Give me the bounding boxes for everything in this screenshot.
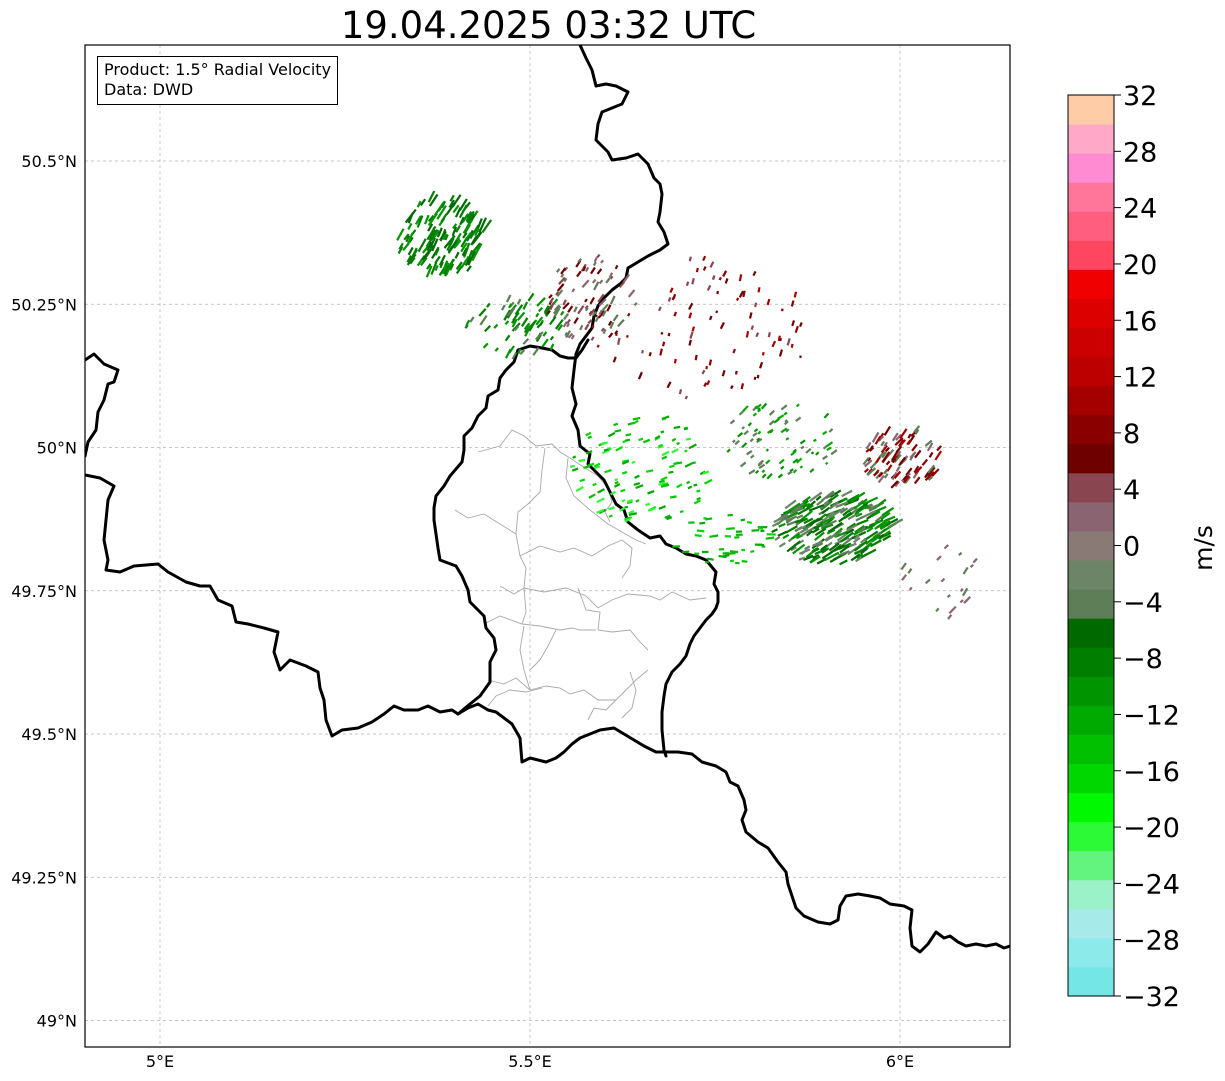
lon-tick-label: 5°E bbox=[146, 1052, 174, 1071]
canton-boundaries bbox=[454, 429, 707, 721]
gridlines bbox=[85, 45, 1010, 1047]
product-line: Product: 1.5° Radial Velocity bbox=[104, 60, 332, 79]
lat-tick-label: 49°N bbox=[37, 1012, 77, 1031]
velocity-echoes bbox=[396, 190, 978, 620]
data-source-line: Data: DWD bbox=[104, 80, 194, 99]
lon-tick-label: 6°E bbox=[886, 1052, 914, 1071]
national-borders bbox=[85, 45, 1010, 954]
map-frame bbox=[84, 44, 1011, 1048]
lat-tick-label: 49.25°N bbox=[11, 868, 77, 887]
axis-ticks: 5°E5.5°E6°E6.5°E7°E50.5°N50.25°N50°N49.7… bbox=[11, 152, 914, 1071]
map-title: 19.04.2025 03:32 UTC bbox=[340, 4, 757, 47]
lat-tick-label: 50°N bbox=[37, 439, 77, 458]
lat-tick-label: 49.75°N bbox=[11, 582, 77, 601]
product-info-box: Product: 1.5° Radial Velocity Data: DWD bbox=[97, 56, 339, 105]
lat-tick-label: 49.5°N bbox=[21, 725, 77, 744]
lon-tick-label: 5.5°E bbox=[508, 1052, 552, 1071]
lat-tick-label: 50.5°N bbox=[21, 152, 77, 171]
lat-tick-label: 50.25°N bbox=[11, 295, 77, 314]
